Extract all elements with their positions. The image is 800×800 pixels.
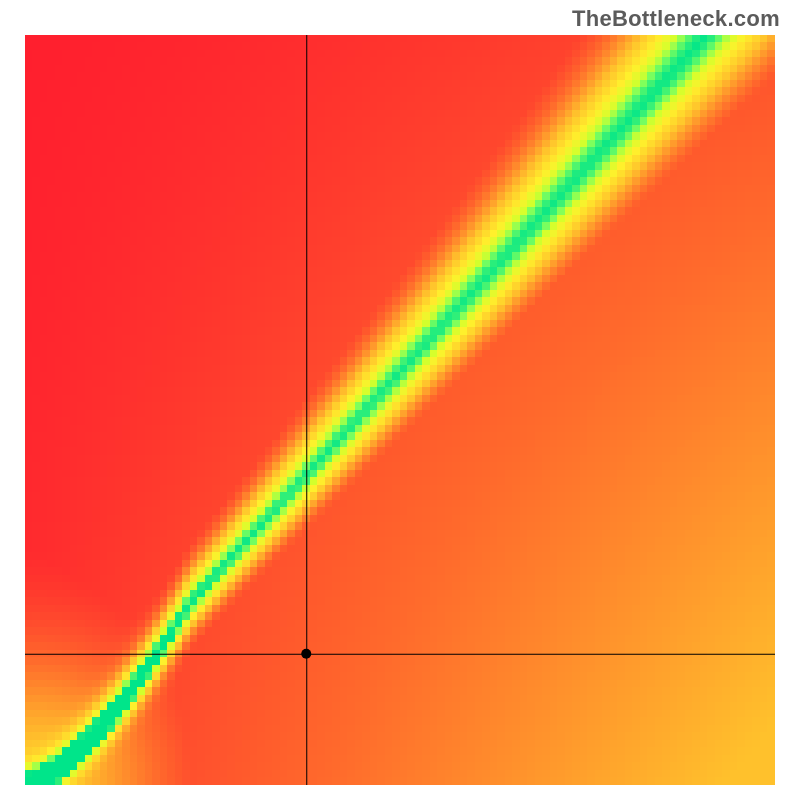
heatmap-canvas: [25, 35, 775, 785]
watermark-text: TheBottleneck.com: [572, 6, 780, 32]
heatmap-plot: [25, 35, 775, 785]
